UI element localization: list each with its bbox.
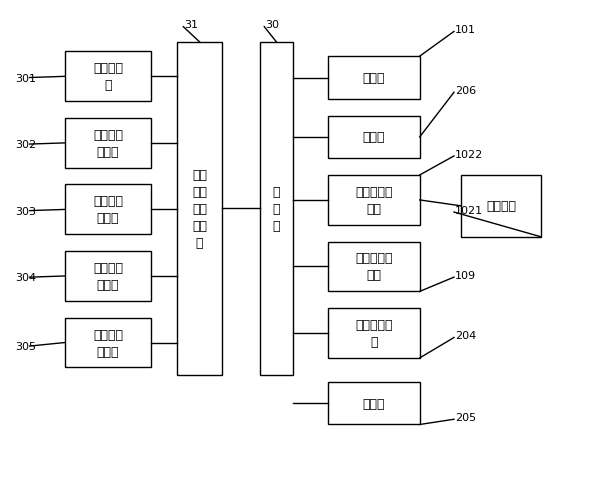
Text: 第一温度
传感器: 第一温度 传感器 (93, 129, 123, 159)
Text: 205: 205 (455, 412, 476, 422)
Text: 30: 30 (265, 20, 279, 30)
Text: 压力传感
器: 压力传感 器 (93, 62, 123, 92)
Text: 1022: 1022 (455, 149, 484, 159)
Bar (328, 308, 420, 358)
Text: 送风机: 送风机 (362, 131, 385, 144)
Text: 109: 109 (455, 270, 476, 280)
Text: 冷凝风机: 冷凝风机 (486, 200, 516, 213)
Text: 加湿器: 加湿器 (362, 397, 385, 410)
Bar (260, 43, 292, 375)
Text: 辅助电加热
器: 辅助电加热 器 (355, 318, 393, 348)
Text: 204: 204 (455, 331, 476, 340)
Text: 第二湿度
传感器: 第二湿度 传感器 (93, 328, 123, 358)
Text: 传感
器数
据采
集系
统: 传感 器数 据采 集系 统 (192, 168, 207, 249)
Text: 31: 31 (185, 20, 198, 30)
Text: 第二温度
传感器: 第二温度 传感器 (93, 261, 123, 291)
Text: 三通比例调
节阀: 三通比例调 节阀 (355, 252, 393, 282)
Text: 206: 206 (455, 86, 476, 96)
Text: 压缩机: 压缩机 (362, 72, 385, 85)
Text: 305: 305 (15, 341, 36, 351)
Text: 101: 101 (455, 25, 476, 35)
Text: 第一湿度
传感器: 第一湿度 传感器 (93, 195, 123, 225)
Text: 1021: 1021 (455, 205, 483, 215)
Bar (461, 176, 541, 237)
Bar (328, 382, 420, 424)
Text: 302: 302 (15, 140, 36, 150)
Text: 冷凝风机调
速器: 冷凝风机调 速器 (355, 185, 393, 215)
Text: 301: 301 (15, 74, 36, 83)
Text: 303: 303 (15, 206, 36, 216)
Bar (328, 116, 420, 159)
Bar (65, 119, 151, 168)
Bar (177, 43, 222, 375)
Bar (65, 52, 151, 102)
Bar (65, 252, 151, 301)
Bar (328, 57, 420, 100)
Text: 304: 304 (15, 272, 36, 283)
Bar (65, 318, 151, 368)
Text: 控
制
器: 控 制 器 (273, 185, 280, 232)
Bar (65, 185, 151, 235)
Bar (328, 242, 420, 292)
Bar (328, 176, 420, 226)
